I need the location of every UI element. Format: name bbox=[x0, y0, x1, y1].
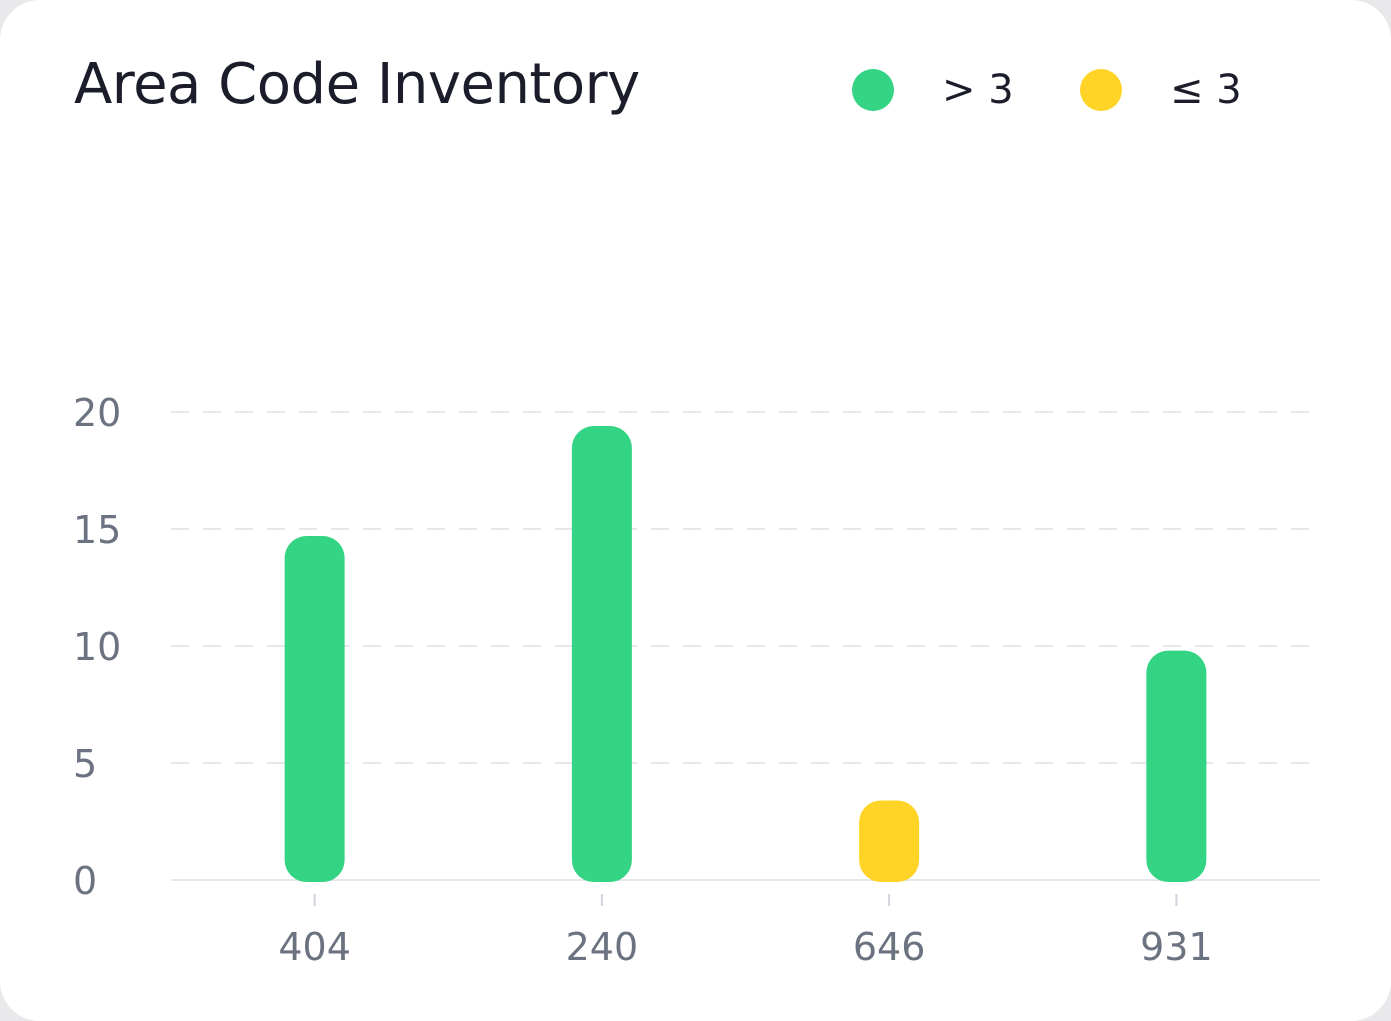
chart-title: Area Code Inventory bbox=[74, 52, 640, 117]
y-tick-label: 20 bbox=[73, 391, 121, 435]
legend-swatch-yellow bbox=[1080, 69, 1122, 111]
bar-646 bbox=[859, 800, 920, 882]
legend-item-greater-than-3: > 3 bbox=[852, 62, 1014, 118]
bar-404 bbox=[284, 536, 345, 882]
y-tick-label: 15 bbox=[73, 508, 121, 552]
bar-931 bbox=[1146, 650, 1207, 882]
x-tick-label: 404 bbox=[278, 925, 351, 969]
legend-swatch-green bbox=[852, 69, 894, 111]
bar-240 bbox=[571, 426, 632, 882]
legend-item-at-most-3: ≤ 3 bbox=[1080, 62, 1242, 118]
y-tick-label: 5 bbox=[73, 742, 97, 786]
y-tick-label: 0 bbox=[73, 859, 97, 903]
legend-label: > 3 bbox=[942, 67, 1014, 113]
legend-label: ≤ 3 bbox=[1170, 67, 1242, 113]
x-tick-label: 240 bbox=[566, 925, 639, 969]
y-tick-label: 10 bbox=[73, 625, 121, 669]
x-tick-label: 646 bbox=[853, 925, 926, 969]
x-tick-label: 931 bbox=[1140, 925, 1213, 969]
